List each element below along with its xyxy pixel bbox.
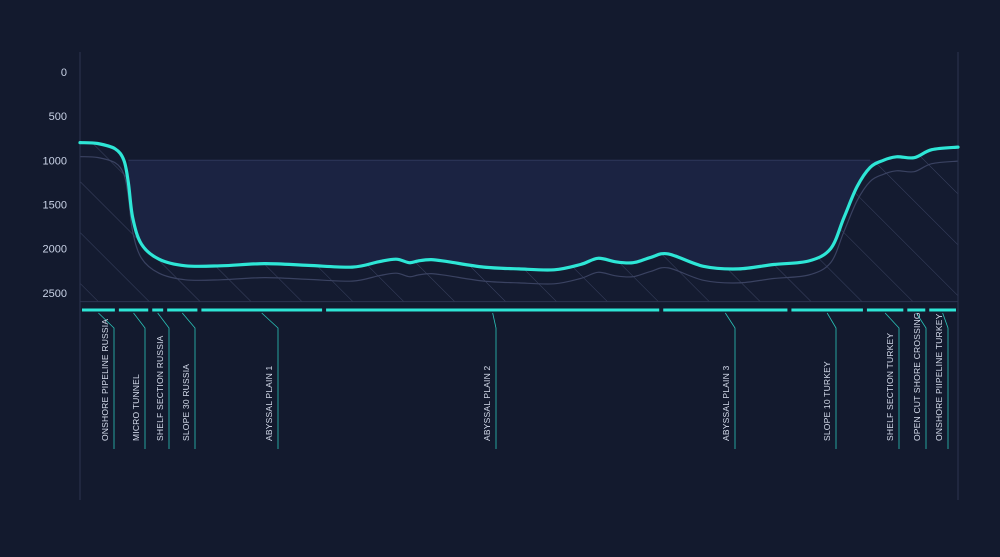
- segment-leader-line: [261, 312, 279, 449]
- segment-label: OPEN CUT SHORE CROSSING: [912, 312, 922, 441]
- segment-label: SHELF SECTION TURKEY: [885, 333, 895, 441]
- segment-label: ABYSSAL PLAIN 1: [264, 365, 274, 441]
- segment-label: ONSHORE PIPELINE RUSSIA: [100, 319, 110, 441]
- segment-leader-line: [157, 312, 170, 449]
- segment-leader-line: [915, 312, 927, 449]
- segment-label: ONSHORE PIIPELINE TURKEY: [934, 313, 944, 441]
- segment-leader-line: [942, 312, 949, 449]
- segment-leader-line: [98, 312, 115, 449]
- y-tick-label: 0: [61, 67, 67, 79]
- y-tick-label: 2000: [43, 244, 67, 256]
- y-tick-label: 1000: [43, 155, 67, 167]
- segment-label: MICRO TUNNEL: [131, 374, 141, 441]
- segment-label: SLOPE 10 TURKEY: [822, 361, 832, 441]
- segment-label: ABYSSAL PLAIN 2: [482, 365, 492, 441]
- segment-label: SHELF SECTION RUSSIA: [155, 335, 165, 441]
- segment-leader-line: [724, 312, 736, 449]
- y-tick-label: 2500: [43, 288, 67, 300]
- segment-label: SLOPE 30 RUSSIA: [181, 364, 191, 441]
- segment-leader-line: [884, 312, 900, 449]
- segment-leader-line: [133, 312, 146, 449]
- y-tick-label: 1500: [43, 199, 67, 211]
- segment-label: ABYSSAL PLAIN 3: [721, 365, 731, 441]
- segment-leader-line: [826, 312, 837, 449]
- water-body: [128, 160, 879, 276]
- depth-profile-line: [78, 141, 960, 272]
- y-tick-label: 500: [49, 111, 67, 123]
- segment-leader-line: [492, 312, 497, 449]
- seabed-inner-line: [79, 156, 959, 285]
- segment-leader-line: [181, 312, 196, 449]
